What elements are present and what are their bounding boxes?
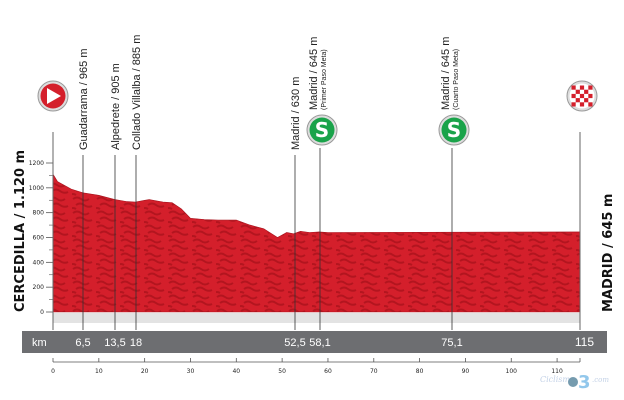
- km-bar: [22, 331, 607, 353]
- y-tick-label: 1000: [29, 185, 44, 192]
- marker-0: Guadarrama / 965 m 6,5: [75, 49, 90, 350]
- marker-1: Alpedrete / 905 m 13,5: [104, 63, 125, 349]
- x-tick-label: 20: [141, 368, 149, 375]
- marker-2: Collado Villalba / 885 m 18: [130, 35, 143, 349]
- start-arrow-icon: [37, 80, 69, 112]
- x-tick-label: 50: [278, 368, 286, 375]
- marker-sublabel: (Cuarto Paso Meta): [453, 49, 460, 110]
- road-band: [53, 313, 580, 323]
- marker-label: Collado Villalba / 885 m: [131, 35, 143, 150]
- y-tick-label: 200: [33, 284, 45, 291]
- x-tick-label: 40: [232, 368, 240, 375]
- x-tick-label: 10: [95, 368, 103, 375]
- marker-label: Guadarrama / 965 m: [78, 49, 90, 151]
- x-tick-label: 60: [324, 368, 332, 375]
- total-km-label: 115: [575, 335, 594, 349]
- sprint-icon: S: [438, 114, 470, 146]
- marker-5: Madrid / 645 m (Cuarto Paso Meta) S 75,1: [438, 37, 470, 349]
- marker-sublabel: (Primer Paso Meta): [321, 49, 328, 110]
- marker-label: Madrid / 645 m: [308, 37, 320, 110]
- svg-text:.com: .com: [592, 376, 609, 384]
- y-tick-label: 600: [33, 235, 45, 242]
- x-tick-label: 100: [506, 368, 518, 375]
- svg-text:3: 3: [578, 372, 591, 393]
- marker-3: Madrid / 630 m 52,5: [284, 77, 305, 349]
- km-unit-label: km: [32, 337, 47, 349]
- marker-4: Madrid / 645 m (Primer Paso Meta) S 58,1: [306, 37, 338, 349]
- svg-text:Ciclismo: Ciclismo: [540, 375, 575, 384]
- y-tick-label: 0: [40, 309, 44, 316]
- y-tick-label: 800: [33, 210, 45, 217]
- watermark-logo: Ciclismo 3 .com: [540, 372, 609, 393]
- x-tick-label: 90: [462, 368, 470, 375]
- marker-km-label: 18: [130, 337, 142, 349]
- marker-label: Madrid / 630 m: [290, 77, 302, 150]
- elevation-profile-area: [52, 173, 581, 313]
- checkered-flag-icon: [566, 80, 598, 112]
- marker-label: Alpedrete / 905 m: [110, 63, 122, 150]
- marker-label: Madrid / 645 m: [440, 37, 452, 110]
- svg-text:S: S: [315, 118, 329, 142]
- marker-km-label: 75,1: [441, 337, 462, 349]
- x-tick-label: 30: [187, 368, 195, 375]
- start-location-label: CERCEDILLA / 1.120 m: [13, 150, 28, 312]
- marker-km-label: 58,1: [309, 337, 330, 349]
- x-tick-label: 80: [416, 368, 424, 375]
- y-tick-label: 1200: [29, 160, 44, 167]
- marker-km-label: 13,5: [104, 337, 125, 349]
- finish-location-label: MADRID / 645 m: [601, 194, 616, 312]
- marker-km-label: 52,5: [284, 337, 305, 349]
- svg-text:S: S: [447, 118, 461, 142]
- x-tick-label: 110: [551, 368, 563, 375]
- x-tick-label: 70: [370, 368, 378, 375]
- x-tick-label: 0: [51, 368, 55, 375]
- y-tick-label: 400: [33, 259, 45, 266]
- sprint-icon: S: [306, 114, 338, 146]
- marker-km-label: 6,5: [75, 337, 90, 349]
